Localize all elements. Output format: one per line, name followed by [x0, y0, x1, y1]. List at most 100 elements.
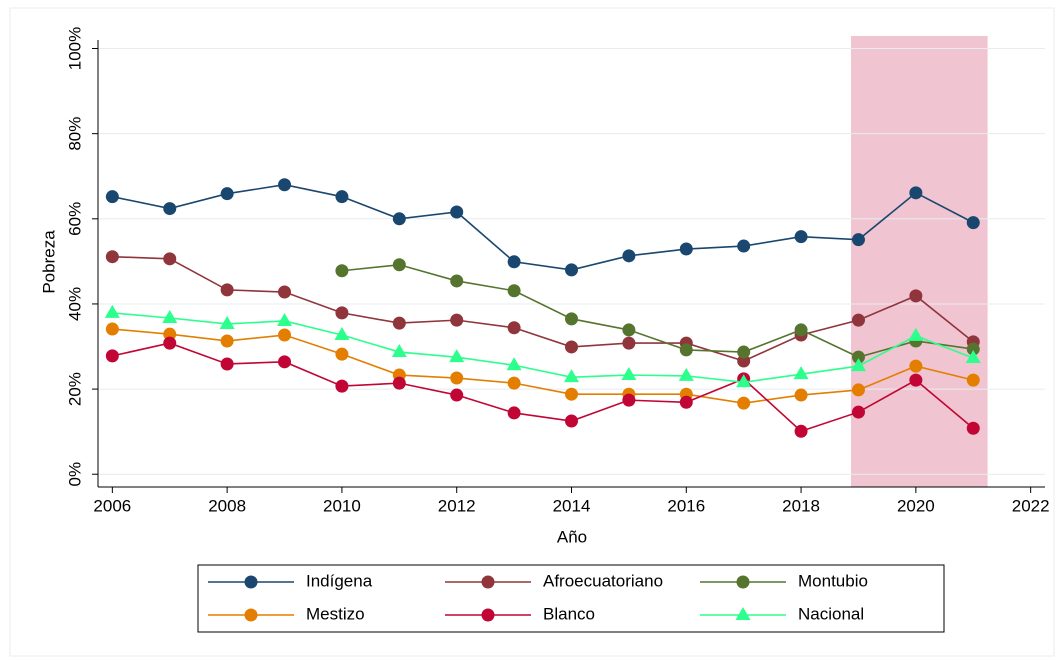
- legend-marker: [244, 575, 258, 589]
- x-tick-label: 2016: [667, 496, 705, 515]
- data-point: [507, 321, 521, 335]
- data-point: [162, 309, 178, 323]
- data-point: [966, 216, 980, 230]
- data-point: [909, 373, 923, 387]
- data-point: [966, 421, 980, 435]
- data-point: [565, 312, 578, 326]
- data-point: [507, 284, 521, 298]
- data-point: [909, 289, 923, 303]
- x-tick-label: 2012: [438, 496, 476, 515]
- legend-marker: [736, 575, 750, 589]
- data-point: [966, 373, 980, 387]
- data-point: [622, 249, 636, 263]
- series-line: [341, 263, 974, 359]
- data-point: [105, 349, 119, 363]
- legend-label: Afroecuatoriano: [543, 571, 663, 590]
- data-point: [621, 367, 637, 381]
- data-point: [278, 285, 292, 299]
- data-point: [163, 327, 177, 341]
- data-point: [220, 334, 234, 348]
- x-tick-label: 2014: [553, 496, 591, 515]
- legend-label: Mestizo: [306, 604, 365, 623]
- data-point: [565, 263, 578, 277]
- data-point: [737, 396, 751, 410]
- x-tick-label: 2018: [782, 496, 820, 515]
- data-point: [450, 205, 464, 219]
- series-line: [112, 312, 974, 384]
- y-tick-label: 20%: [65, 372, 84, 406]
- series-line: [112, 255, 974, 362]
- data-point: [622, 323, 636, 337]
- legend-box: [197, 564, 945, 633]
- data-point: [794, 230, 808, 244]
- series-line: [112, 342, 974, 433]
- data-point: [506, 357, 522, 371]
- data-point: [565, 387, 578, 401]
- legend-label: Montubio: [798, 571, 868, 590]
- data-point: [278, 328, 292, 342]
- data-point: [334, 327, 350, 341]
- data-point: [392, 212, 406, 226]
- data-point: [507, 255, 521, 269]
- data-point: [565, 340, 578, 354]
- data-point: [278, 178, 292, 192]
- data-point: [794, 424, 808, 438]
- x-tick-label: 2010: [323, 496, 361, 515]
- data-point: [794, 323, 808, 337]
- data-point: [335, 347, 349, 361]
- data-point: [737, 345, 751, 359]
- data-point: [737, 239, 751, 253]
- legend-marker: [244, 608, 258, 622]
- data-point: [163, 202, 177, 216]
- data-point: [392, 258, 406, 272]
- data-point: [278, 355, 292, 369]
- data-point: [104, 304, 120, 318]
- data-point: [450, 371, 464, 385]
- data-point: [335, 379, 349, 393]
- y-tick-label: 60%: [65, 202, 84, 236]
- data-point: [965, 350, 981, 364]
- y-tick-label: 100%: [65, 27, 84, 70]
- legend-marker: [735, 607, 751, 620]
- data-point: [909, 359, 923, 373]
- data-point: [851, 350, 865, 364]
- data-point: [678, 367, 694, 381]
- legend-label: Nacional: [798, 604, 864, 623]
- data-point: [794, 388, 808, 402]
- legend-marker: [481, 575, 495, 589]
- data-point: [793, 366, 809, 380]
- data-point: [105, 250, 119, 264]
- data-point: [392, 376, 406, 390]
- y-tick-label: 0%: [65, 462, 84, 487]
- data-point: [105, 190, 119, 204]
- data-point: [220, 357, 234, 371]
- legend-marker: [481, 608, 495, 622]
- series-line: [112, 183, 974, 271]
- data-point: [966, 342, 980, 356]
- data-point: [335, 190, 349, 204]
- data-point: [908, 327, 924, 341]
- data-point: [507, 406, 521, 420]
- data-point: [622, 336, 636, 350]
- data-point: [679, 242, 693, 256]
- data-point: [450, 388, 464, 402]
- y-axis-label: Pobreza: [39, 230, 58, 294]
- x-tick-label: 2020: [897, 496, 935, 515]
- data-point: [392, 316, 406, 330]
- data-point: [163, 252, 177, 266]
- data-point: [564, 369, 579, 383]
- data-point: [449, 349, 465, 363]
- x-tick-label: 2006: [93, 496, 131, 515]
- legend-label: Blanco: [543, 604, 595, 623]
- data-point: [679, 343, 693, 357]
- data-point: [850, 358, 866, 372]
- data-point: [335, 264, 349, 278]
- legend-label: Indígena: [306, 571, 373, 590]
- data-point: [851, 233, 865, 247]
- data-point: [219, 315, 235, 329]
- y-tick-label: 40%: [65, 287, 84, 321]
- x-axis-label: Año: [557, 527, 587, 546]
- data-point: [450, 274, 464, 288]
- data-point: [105, 322, 119, 336]
